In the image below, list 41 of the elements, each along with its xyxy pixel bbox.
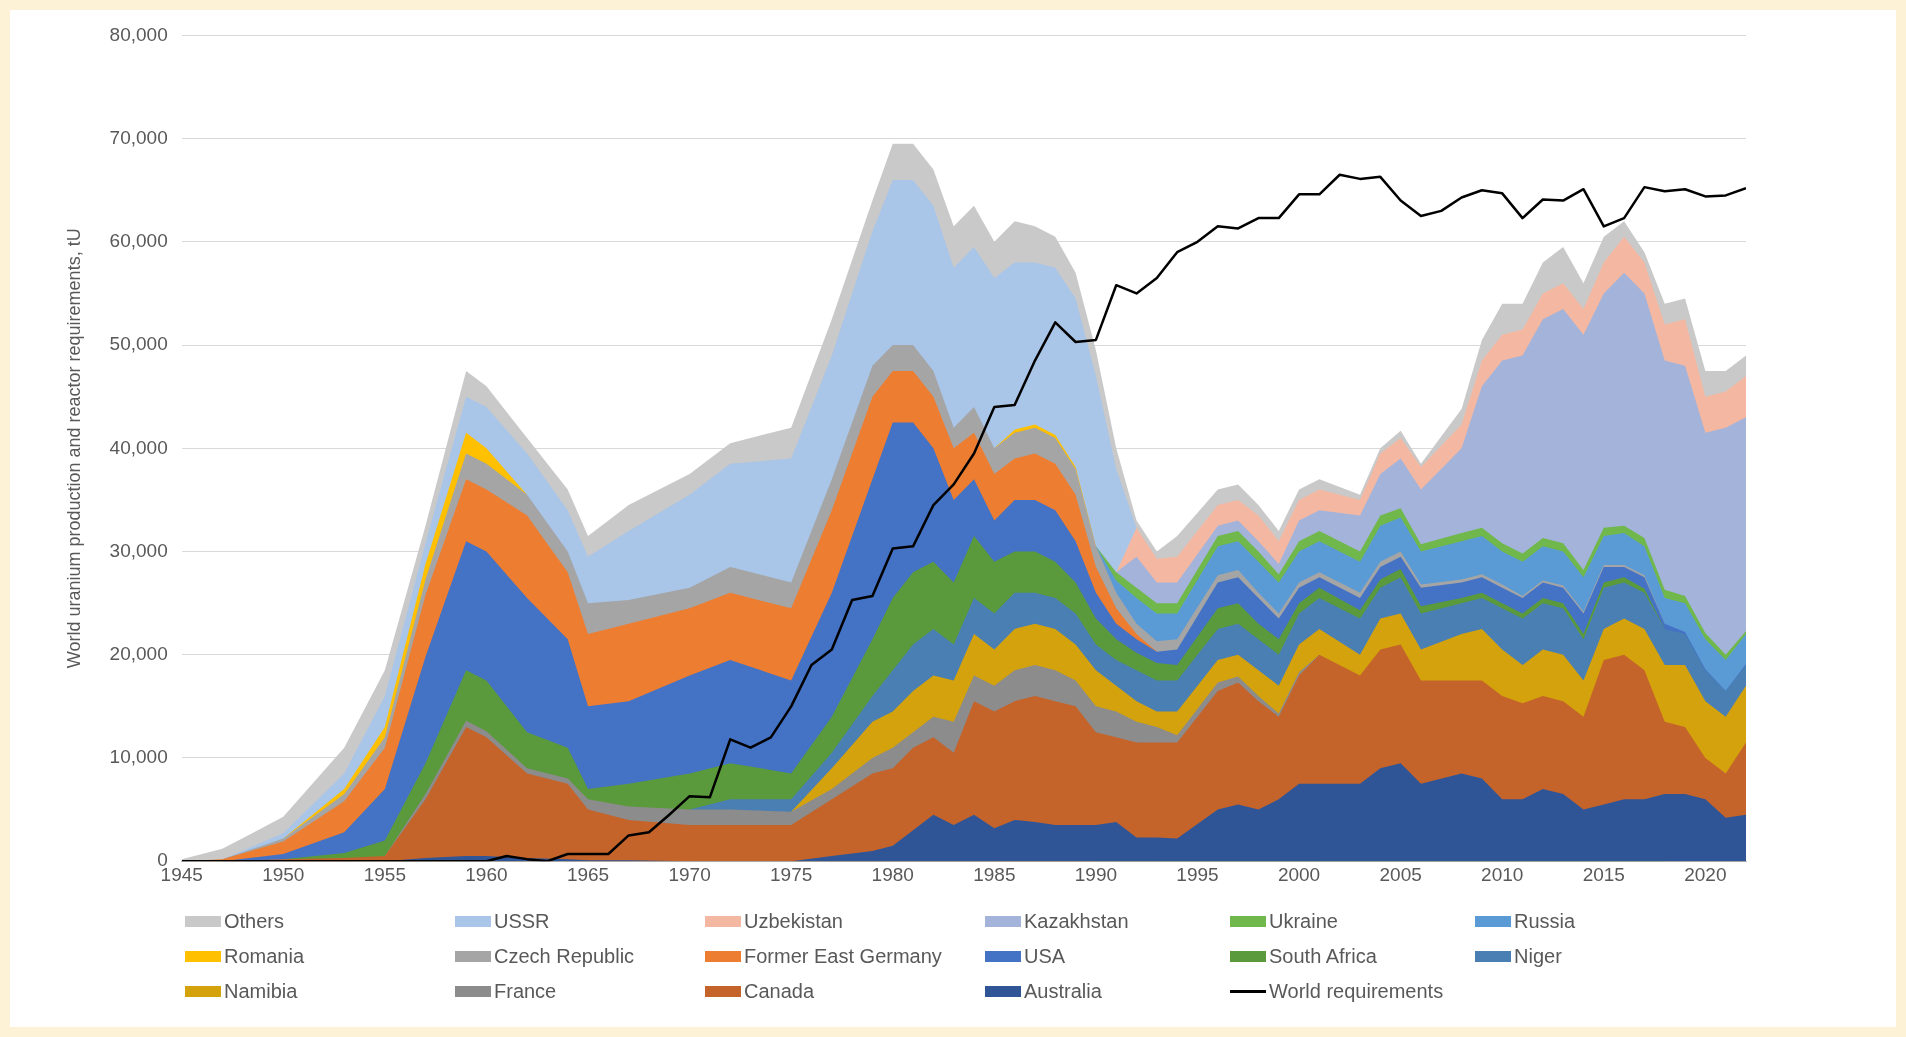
x-tick-label: 1980: [871, 863, 914, 885]
y-axis-title: World uranium production and reactor requirements, tU: [63, 228, 84, 669]
y-tick-label: 20,000: [109, 642, 168, 664]
x-tick-label: 2015: [1582, 863, 1625, 885]
legend-label: Canada: [744, 980, 815, 1003]
y-tick-label: 50,000: [109, 333, 168, 355]
legend-label: Kazakhstan: [1024, 910, 1129, 933]
x-tick-label: 1960: [465, 863, 508, 885]
y-tick-label: 10,000: [109, 746, 168, 768]
legend-label: Uzbekistan: [744, 910, 843, 933]
legend-label: Romania: [224, 945, 305, 968]
legend-label: Niger: [1514, 945, 1562, 968]
x-tick-label: 1985: [973, 863, 1016, 885]
x-tick-label: 1970: [668, 863, 711, 885]
legend-label: France: [494, 980, 557, 1003]
x-tick-label: 1965: [566, 863, 610, 885]
legend-label: Namibia: [224, 980, 298, 1003]
x-tick-label: 1955: [363, 863, 407, 885]
y-tick-label: 40,000: [109, 436, 168, 458]
legend-label: Ukraine: [1269, 910, 1338, 933]
legend-label: USA: [1024, 945, 1066, 968]
x-tick-label: 1975: [770, 863, 813, 885]
x-tick-label: 2020: [1684, 863, 1727, 885]
legend-label: Russia: [1514, 910, 1576, 933]
legend-label: Czech Republic: [494, 945, 635, 968]
y-tick-label: 80,000: [109, 23, 168, 45]
y-tick-label: 30,000: [109, 539, 168, 561]
legend-label: South Africa: [1269, 945, 1377, 968]
legend-label: USSR: [494, 910, 550, 933]
x-tick-label: 1990: [1074, 863, 1118, 885]
y-tick-label: 70,000: [109, 126, 168, 148]
x-tick-label: 2005: [1379, 863, 1422, 885]
x-tick-label: 2010: [1481, 863, 1524, 885]
y-tick-label: 60,000: [109, 230, 168, 252]
legend-label: Australia: [1024, 980, 1102, 1003]
legend-label: World requirements: [1269, 980, 1444, 1003]
x-tick-label: 1995: [1176, 863, 1219, 885]
x-tick-label: 1950: [262, 863, 305, 885]
legend-label: Former East Germany: [744, 945, 942, 968]
legend-label: Others: [224, 910, 285, 933]
x-tick-label: 2000: [1277, 863, 1321, 885]
